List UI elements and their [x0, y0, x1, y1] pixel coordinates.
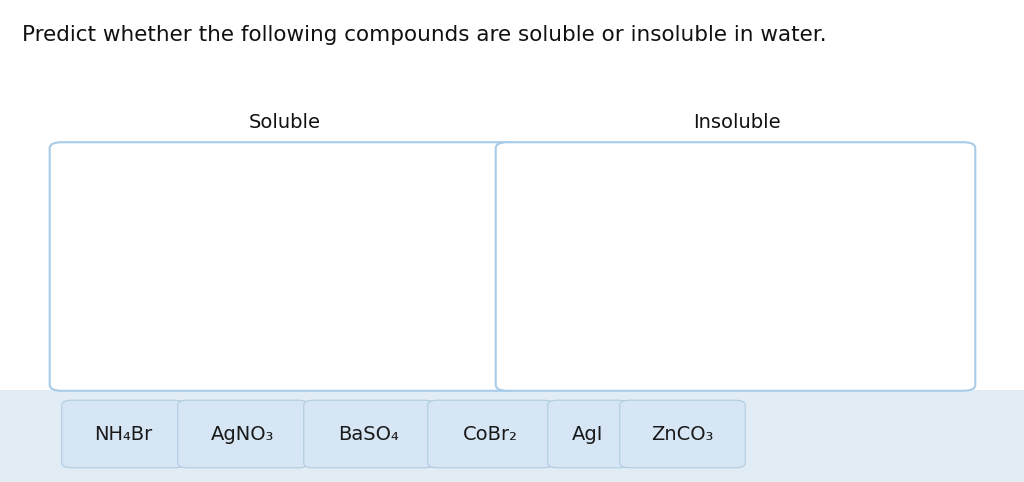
Text: NH₄Br: NH₄Br	[94, 425, 153, 443]
FancyBboxPatch shape	[548, 400, 629, 468]
Text: AgI: AgI	[572, 425, 604, 443]
Text: Soluble: Soluble	[249, 113, 321, 132]
FancyBboxPatch shape	[620, 400, 745, 468]
FancyBboxPatch shape	[0, 390, 1024, 482]
Text: ZnCO₃: ZnCO₃	[651, 425, 714, 443]
FancyBboxPatch shape	[61, 400, 184, 468]
FancyBboxPatch shape	[496, 142, 975, 391]
FancyBboxPatch shape	[178, 400, 308, 468]
Text: Insoluble: Insoluble	[693, 113, 781, 132]
FancyBboxPatch shape	[304, 400, 434, 468]
FancyBboxPatch shape	[428, 400, 553, 468]
FancyBboxPatch shape	[50, 142, 520, 391]
Text: BaSO₄: BaSO₄	[339, 425, 399, 443]
Text: CoBr₂: CoBr₂	[463, 425, 518, 443]
Text: AgNO₃: AgNO₃	[211, 425, 274, 443]
Text: Predict whether the following compounds are soluble or insoluble in water.: Predict whether the following compounds …	[22, 25, 826, 45]
